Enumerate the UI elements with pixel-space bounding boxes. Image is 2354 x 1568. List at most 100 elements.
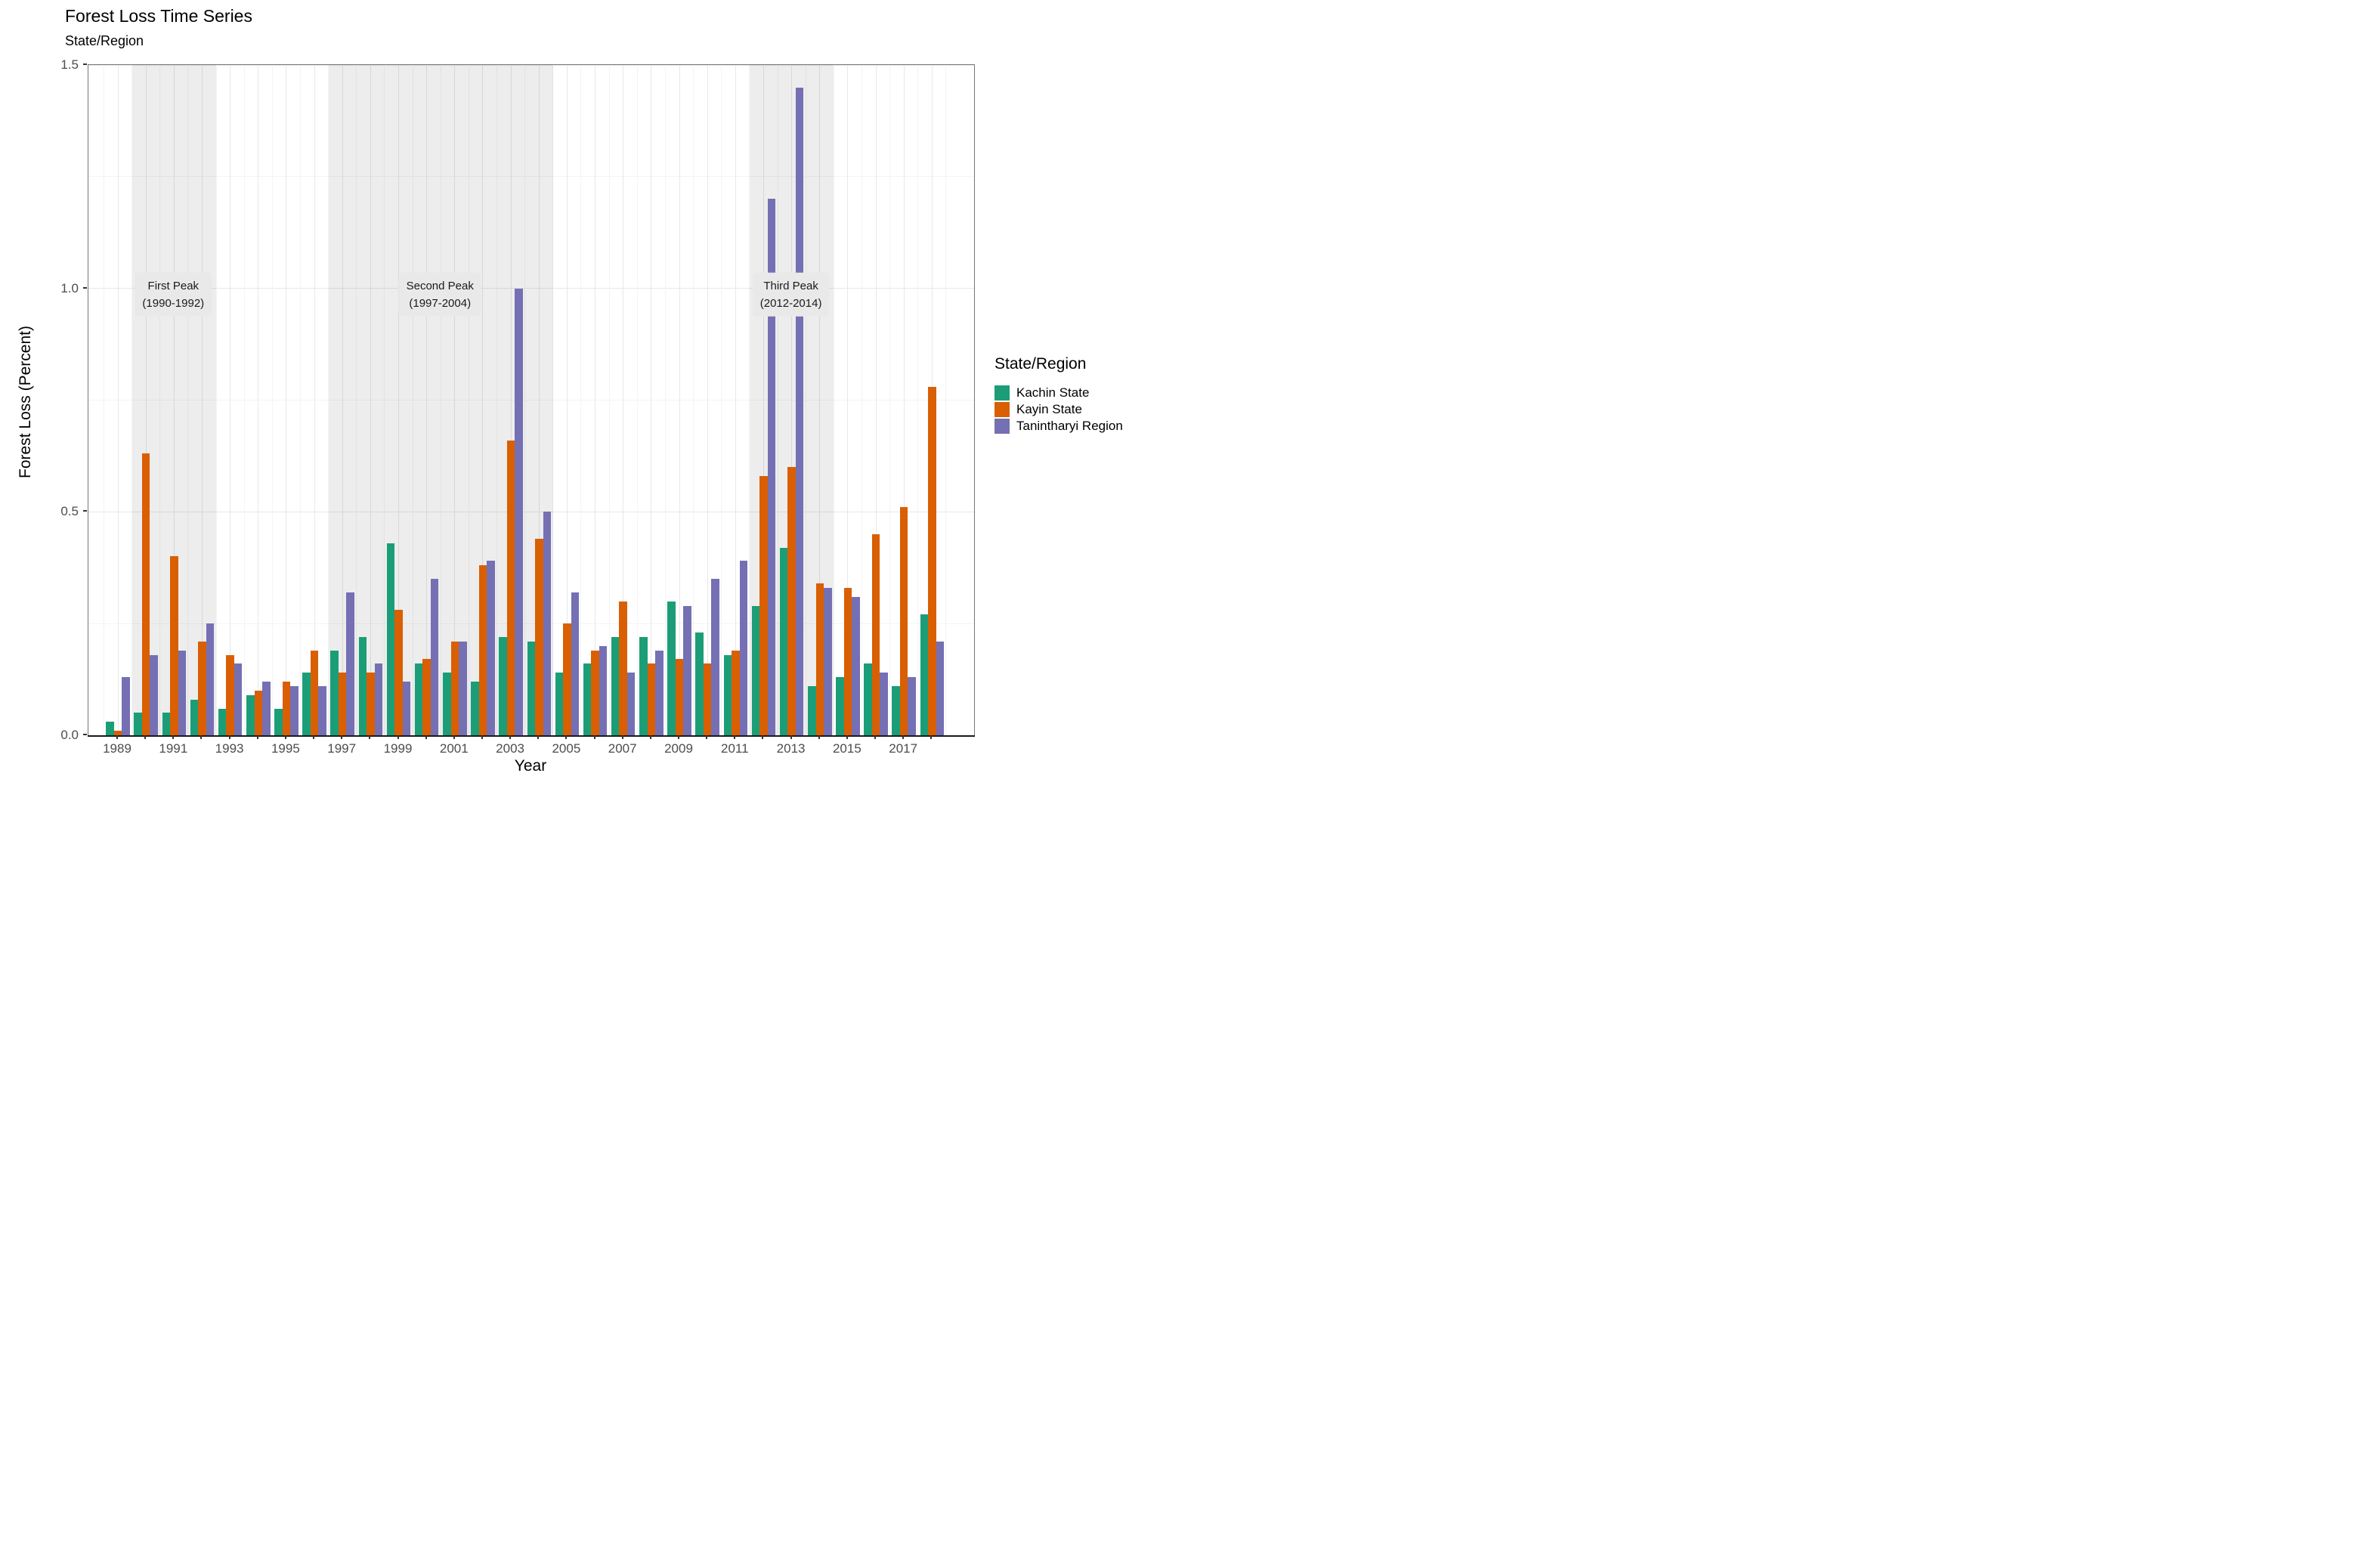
x-tick-label: 2017 xyxy=(889,741,918,756)
bar-2011-tanintharyi-region xyxy=(739,561,748,735)
bar-2004-tanintharyi-region xyxy=(543,512,551,735)
bar-2002-kayin-state xyxy=(478,565,487,735)
bar-2006-kayin-state xyxy=(591,650,599,735)
y-tick xyxy=(83,734,87,735)
bar-2012-kachin-state xyxy=(751,605,760,735)
x-tick-label: 2003 xyxy=(496,741,524,756)
bar-2010-kayin-state xyxy=(703,663,712,735)
bar-2007-kachin-state xyxy=(611,636,620,735)
bar-1991-kayin-state xyxy=(170,556,178,735)
bar-1992-tanintharyi-region xyxy=(206,623,215,735)
x-gridline-major xyxy=(538,65,540,735)
bar-2018-kachin-state xyxy=(920,614,929,735)
x-gridline-major xyxy=(791,65,793,735)
x-gridline-major xyxy=(735,65,736,735)
x-tick xyxy=(369,735,371,739)
x-tick-label: 2009 xyxy=(664,741,693,756)
x-tick-label: 2007 xyxy=(608,741,637,756)
x-tick-label: 2015 xyxy=(832,741,861,756)
x-gridline-major xyxy=(566,65,568,735)
x-tick xyxy=(341,735,343,739)
peak-annotation: First Peak (1990-1992) xyxy=(135,272,212,317)
bar-2016-tanintharyi-region xyxy=(880,673,888,735)
bar-2010-tanintharyi-region xyxy=(711,579,719,735)
x-tick xyxy=(565,735,568,739)
x-gridline-minor xyxy=(187,65,189,735)
bar-1998-kayin-state xyxy=(367,673,375,735)
x-gridline-minor xyxy=(271,65,273,735)
bar-1992-kayin-state xyxy=(198,641,206,735)
bar-1991-tanintharyi-region xyxy=(178,650,187,735)
bar-2001-tanintharyi-region xyxy=(459,641,467,735)
y-tick-label: 1.0 xyxy=(60,280,79,295)
x-gridline-major xyxy=(875,65,877,735)
x-tick xyxy=(593,735,595,739)
x-tick-label: 1991 xyxy=(159,741,188,756)
x-gridline-minor xyxy=(889,65,891,735)
legend: State/Region Kachin State Kayin State Tani… xyxy=(994,355,1123,435)
x-tick xyxy=(678,735,679,739)
x-tick xyxy=(284,735,286,739)
x-gridline-major xyxy=(173,65,175,735)
x-gridline-major xyxy=(903,65,905,735)
y-gridline-minor xyxy=(88,400,974,401)
x-gridline-major xyxy=(454,65,456,735)
bar-1989-kachin-state xyxy=(106,722,114,735)
bar-1997-kayin-state xyxy=(338,673,347,735)
x-tick xyxy=(790,735,792,739)
legend-swatch-icon xyxy=(994,419,1010,434)
bar-2012-kayin-state xyxy=(759,476,768,735)
x-tick-label: 1993 xyxy=(215,741,244,756)
chart-subtitle: State/Region xyxy=(65,33,144,48)
x-gridline-major xyxy=(510,65,512,735)
bar-1996-kachin-state xyxy=(302,673,311,735)
x-gridline-minor xyxy=(299,65,301,735)
bar-1996-kayin-state xyxy=(310,650,319,735)
x-axis-title: Year xyxy=(514,757,547,775)
x-gridline-minor xyxy=(356,65,357,735)
x-tick-label: 1995 xyxy=(271,741,300,756)
bar-1989-kayin-state xyxy=(113,731,122,735)
x-tick-label: 2005 xyxy=(552,741,581,756)
x-tick-label: 1989 xyxy=(103,741,131,756)
bar-2004-kayin-state xyxy=(535,538,543,735)
x-gridline-major xyxy=(145,65,147,735)
x-gridline-minor xyxy=(580,65,582,735)
x-gridline-minor xyxy=(749,65,750,735)
legend-swatch-icon xyxy=(994,402,1010,417)
x-gridline-minor xyxy=(384,65,385,735)
x-tick xyxy=(313,735,315,739)
bar-2013-kayin-state xyxy=(787,467,796,735)
bar-2016-kayin-state xyxy=(871,533,880,735)
y-tick-label: 1.5 xyxy=(60,57,79,72)
bar-2014-tanintharyi-region xyxy=(824,587,832,735)
y-gridline-major xyxy=(88,288,974,289)
bar-1999-kayin-state xyxy=(394,610,403,735)
x-gridline-minor xyxy=(159,65,161,735)
y-tick xyxy=(83,63,87,65)
y-tick-label: 0.5 xyxy=(60,504,79,519)
legend-entry: Tanintharyi Region xyxy=(994,419,1123,434)
x-gridline-major xyxy=(847,65,849,735)
x-axis-line xyxy=(88,735,975,737)
x-gridline-major xyxy=(398,65,399,735)
bar-1992-kachin-state xyxy=(190,699,199,735)
x-gridline-minor xyxy=(328,65,329,735)
x-tick xyxy=(144,735,147,739)
x-gridline-major xyxy=(679,65,680,735)
bar-2000-kachin-state xyxy=(414,663,423,735)
bar-2009-tanintharyi-region xyxy=(683,605,691,735)
bar-2001-kachin-state xyxy=(443,673,451,735)
y-axis-title: Forest Loss (Percent) xyxy=(17,326,34,478)
bar-2018-kayin-state xyxy=(928,386,936,735)
bar-1994-kachin-state xyxy=(246,694,255,735)
bar-2005-kayin-state xyxy=(563,623,571,735)
y-gridline-major xyxy=(88,64,974,66)
bar-2014-kayin-state xyxy=(815,583,824,735)
x-tick xyxy=(256,735,258,739)
x-tick xyxy=(425,735,427,739)
x-tick-label: 2001 xyxy=(439,741,469,756)
plot-panel xyxy=(88,64,975,737)
x-tick-label: 2013 xyxy=(776,741,806,756)
bar-2012-tanintharyi-region xyxy=(767,199,776,735)
